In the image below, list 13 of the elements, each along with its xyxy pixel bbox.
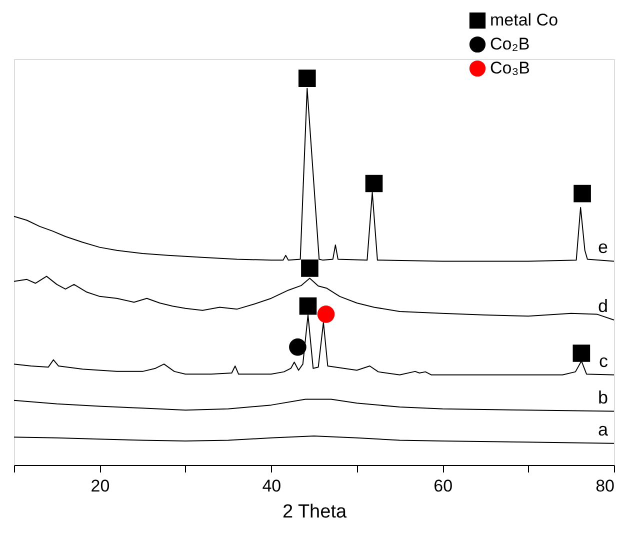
legend-label: Co₂B <box>490 34 530 54</box>
x-tick-label: 20 <box>90 476 110 496</box>
series-label: a <box>598 419 609 440</box>
x-tick-label: 80 <box>596 476 614 496</box>
x-axis-title: 2 Theta <box>282 502 347 522</box>
x-tick-label: 60 <box>434 476 453 496</box>
series-label: b <box>598 387 608 408</box>
x-tick-label: 40 <box>262 476 282 496</box>
series-label: e <box>598 237 608 258</box>
series-label: c <box>599 350 608 371</box>
series-label: d <box>598 296 608 316</box>
legend-label: Co₃B <box>490 58 530 78</box>
legend-label: metal Co <box>490 10 558 30</box>
